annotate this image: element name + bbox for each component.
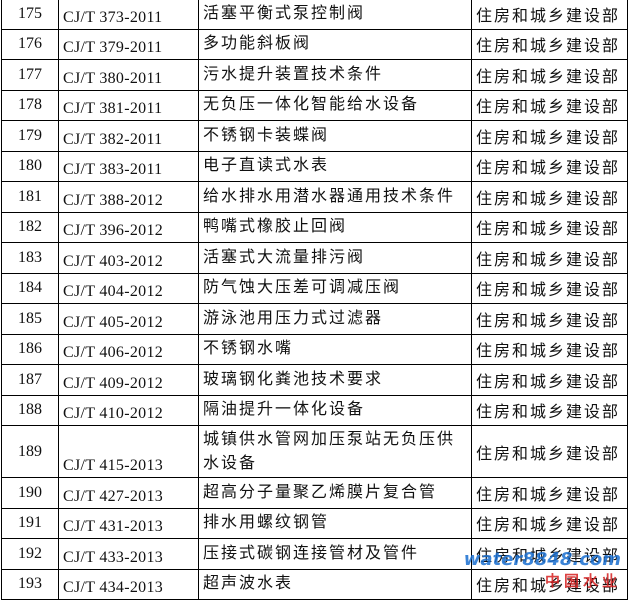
standard-name: 压接式碳钢连接管材及管件 [198,538,472,570]
standard-code: CJ/T 431-2013 [58,507,199,539]
standard-code: CJ/T 406-2012 [58,333,199,365]
row-number: 186 [1,333,59,365]
standard-code: CJ/T 381-2011 [58,89,199,121]
standard-code: CJ/T 373-2011 [58,0,199,30]
standard-name: 活塞平衡式泵控制阀 [198,0,472,30]
standard-code: CJ/T 379-2011 [58,28,199,60]
department: 住房和城乡建设部 [471,211,628,243]
department: 住房和城乡建设部 [471,28,628,60]
department: 住房和城乡建设部 [471,0,628,30]
department: 住房和城乡建设部 [471,120,628,152]
standard-name: 游泳池用压力式过滤器 [198,303,472,335]
standard-name: 活塞式大流量排污阀 [198,242,472,274]
standard-name: 隔油提升一体化设备 [198,394,472,426]
standard-code: CJ/T 396-2012 [58,211,199,243]
department: 住房和城乡建设部 [471,425,628,478]
table-row: 179 CJ/T 382-2011 不锈钢卡装蝶阀 住房和城乡建设部 [1,120,628,152]
row-number: 190 [1,477,59,509]
standard-name: 污水提升装置技术条件 [198,59,472,91]
standard-name: 鸭嘴式橡胶止回阀 [198,211,472,243]
department: 住房和城乡建设部 [471,272,628,304]
watermark: water8848.com 中国水业 [464,549,621,591]
table-row: 176 CJ/T 379-2011 多功能斜板阀 住房和城乡建设部 [1,28,628,60]
table-row: 175 CJ/T 373-2011 活塞平衡式泵控制阀 住房和城乡建设部 [1,0,628,30]
table-row: 191 CJ/T 431-2013 排水用螺纹钢管 住房和城乡建设部 [1,507,628,539]
row-number: 179 [1,120,59,152]
row-number: 177 [1,59,59,91]
department: 住房和城乡建设部 [471,333,628,365]
row-number: 191 [1,507,59,539]
standard-name: 超高分子量聚乙烯膜片复合管 [198,477,472,509]
standard-code: CJ/T 415-2013 [58,425,199,478]
standard-code: CJ/T 409-2012 [58,364,199,396]
department: 住房和城乡建设部 [471,59,628,91]
standard-name: 电子直读式水表 [198,150,472,182]
row-number: 181 [1,181,59,213]
standard-code: CJ/T 405-2012 [58,303,199,335]
table-row: 186 CJ/T 406-2012 不锈钢水嘴 住房和城乡建设部 [1,333,628,365]
department: 住房和城乡建设部 [471,538,628,570]
table-row: 180 CJ/T 383-2011 电子直读式水表 住房和城乡建设部 [1,150,628,182]
table-row: 185 CJ/T 405-2012 游泳池用压力式过滤器 住房和城乡建设部 [1,303,628,335]
table-row: 192 CJ/T 433-2013 压接式碳钢连接管材及管件 住房和城乡建设部 [1,538,628,570]
department: 住房和城乡建设部 [471,507,628,539]
department: 住房和城乡建设部 [471,394,628,426]
table-row: 189 CJ/T 415-2013 城镇供水管网加压泵站无负压供水设备 住房和城乡建设… [1,425,628,478]
standard-name: 无负压一体化智能给水设备 [198,89,472,121]
standard-code: CJ/T 427-2013 [58,477,199,509]
standard-name: 防气蚀大压差可调减压阀 [198,272,472,304]
table-row: 190 CJ/T 427-2013 超高分子量聚乙烯膜片复合管 住房和城乡建设部 [1,477,628,509]
standard-code: CJ/T 382-2011 [58,120,199,152]
watermark-site: water8848.com [463,549,621,570]
row-number: 180 [1,150,59,182]
watermark-brand: 中国水业 [544,572,621,590]
row-number: 187 [1,364,59,396]
department: 住房和城乡建设部 [471,303,628,335]
row-number: 183 [1,242,59,274]
standard-name: 给水排水用潜水器通用技术条件 [198,181,472,213]
standard-code: CJ/T 383-2011 [58,150,199,182]
standard-code: CJ/T 380-2011 [58,59,199,91]
standard-name: 排水用螺纹钢管 [198,507,472,539]
standard-name: 多功能斜板阀 [198,28,472,60]
standard-name: 不锈钢卡装蝶阀 [198,120,472,152]
row-number: 175 [1,0,59,30]
row-number: 184 [1,272,59,304]
department: 住房和城乡建设部 [471,181,628,213]
department: 住房和城乡建设部 [471,477,628,509]
row-number: 182 [1,211,59,243]
standard-code: CJ/T 433-2013 [58,538,199,570]
row-number: 189 [1,425,59,478]
row-number: 178 [1,89,59,121]
table-row: 187 CJ/T 409-2012 玻璃钢化粪池技术要求 住房和城乡建设部 [1,364,628,396]
standard-name: 城镇供水管网加压泵站无负压供水设备 [198,425,472,478]
department: 住房和城乡建设部 [471,150,628,182]
standard-name: 玻璃钢化粪池技术要求 [198,364,472,396]
department: 住房和城乡建设部 [471,89,628,121]
department: 住房和城乡建设部 [471,364,628,396]
row-number: 192 [1,538,59,570]
row-number: 188 [1,394,59,426]
table-row: 181 CJ/T 388-2012 给水排水用潜水器通用技术条件 住房和城乡建设部 [1,181,628,213]
table-row: 182 CJ/T 396-2012 鸭嘴式橡胶止回阀 住房和城乡建设部 [1,211,628,243]
standard-code: CJ/T 404-2012 [58,272,199,304]
table-row: 178 CJ/T 381-2011 无负压一体化智能给水设备 住房和城乡建设部 [1,89,628,121]
standard-code: CJ/T 388-2012 [58,181,199,213]
row-number: 176 [1,28,59,60]
department: 住房和城乡建设部 [471,242,628,274]
standard-code: CJ/T 410-2012 [58,394,199,426]
table-row: 183 CJ/T 403-2012 活塞式大流量排污阀 住房和城乡建设部 [1,242,628,274]
table-row: 188 CJ/T 410-2012 隔油提升一体化设备 住房和城乡建设部 [1,394,628,426]
standard-code: CJ/T 403-2012 [58,242,199,274]
table-row: 177 CJ/T 380-2011 污水提升装置技术条件 住房和城乡建设部 [1,59,628,91]
row-number: 185 [1,303,59,335]
table-row: 184 CJ/T 404-2012 防气蚀大压差可调减压阀 住房和城乡建设部 [1,272,628,304]
standard-name: 不锈钢水嘴 [198,333,472,365]
